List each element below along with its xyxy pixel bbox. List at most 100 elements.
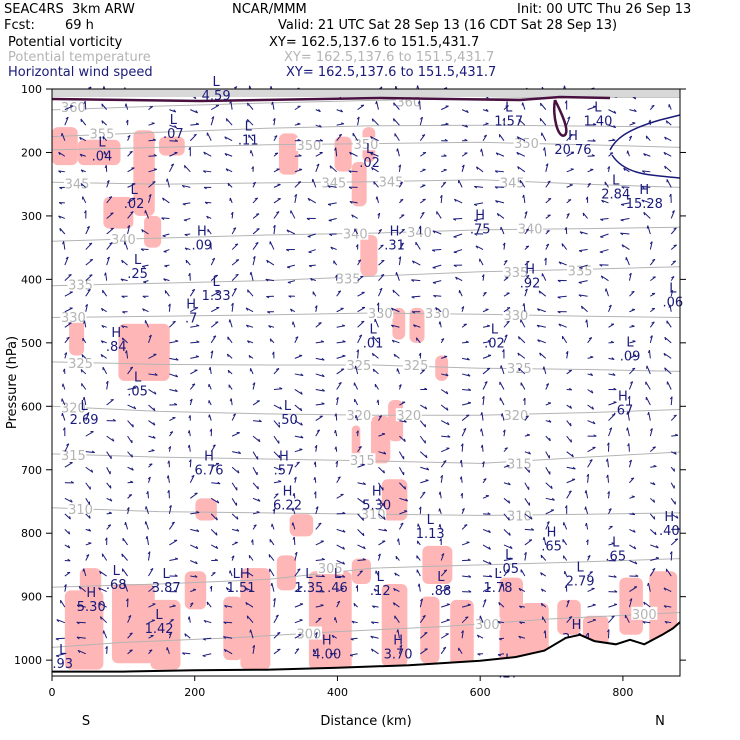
wind-head-1069: [669, 193, 672, 197]
wind-head-461: [321, 357, 325, 361]
theta-label-bg-330-0: [60, 309, 87, 323]
wind-vector-467: [315, 445, 318, 452]
wind-head-41: [79, 153, 83, 157]
pv-region-15: [435, 355, 449, 381]
extremum-value-45: 2.84: [601, 188, 630, 203]
wind-vector-127: [122, 337, 128, 344]
wind-vector-674: [436, 211, 442, 219]
extremum-kind-15: L: [491, 323, 499, 338]
wind-vector-13: [64, 291, 73, 297]
wind-vector-85: [106, 256, 110, 266]
wind-vector-731: [461, 524, 468, 530]
wind-head-690: [443, 460, 447, 463]
theta-label-bg-300-0: [295, 626, 322, 640]
wind-head-470: [313, 491, 317, 495]
wind-vector-541: [357, 446, 362, 452]
wind-head-145: [128, 615, 132, 618]
wind-head-602: [400, 242, 404, 245]
theta-label-345-3: 345: [500, 176, 525, 191]
wind-head-729: [460, 492, 463, 496]
wind-head-467: [314, 444, 318, 448]
wind-vector-376: [273, 184, 281, 188]
wind-head-563: [377, 212, 381, 216]
wind-head-293: [203, 620, 207, 623]
wind-vector-775: [477, 634, 484, 639]
wind-vector-272: [210, 291, 220, 297]
wind-vector-478: [315, 617, 322, 624]
extremum-kind-46: H: [639, 183, 649, 198]
wind-vector-499: [336, 368, 345, 375]
wind-vector-546: [357, 529, 365, 537]
wind-head-1082: [669, 396, 673, 400]
wind-vector-783: [494, 186, 504, 188]
wind-vector-335: [246, 119, 254, 126]
wind-head-575: [376, 399, 379, 403]
wind-vector-241: [189, 383, 196, 390]
wind-vector-471: [315, 506, 319, 515]
wind-vector-770: [482, 560, 492, 565]
wind-head-875: [550, 485, 553, 489]
wind-vector-224: [190, 123, 199, 126]
wind-head-618: [405, 498, 409, 502]
wind-head-391: [278, 424, 281, 428]
theta-label-325-2: 325: [404, 359, 429, 374]
wind-head-22: [62, 427, 66, 431]
wind-head-21: [61, 413, 63, 417]
wind-head-5: [58, 170, 62, 174]
wind-head-522: [349, 151, 352, 155]
extremum-kind-31: L: [113, 564, 121, 579]
wind-vector-715: [455, 276, 463, 282]
wind-vector-907: [566, 420, 572, 427]
wind-head-940: [591, 390, 594, 394]
wind-vector-465: [315, 415, 323, 421]
wind-head-476: [321, 589, 325, 593]
theta-label-305-0: 305: [318, 562, 343, 577]
wind-head-939: [590, 373, 594, 376]
wind-vector-399: [269, 539, 275, 546]
theta-label-340-0: 340: [111, 233, 136, 248]
wind-head-1042: [651, 321, 655, 324]
theta-contour-355: [51, 124, 681, 138]
wind-vector-808: [503, 569, 510, 577]
wind-head-328: [225, 587, 229, 591]
wind-vector-981: [607, 474, 609, 483]
wind-vector-720: [462, 357, 470, 361]
wind-head-226: [188, 147, 191, 151]
wind-vector-687: [440, 420, 450, 426]
wind-head-545: [362, 517, 365, 521]
wind-vector-240: [190, 369, 198, 375]
wind-vector-1036: [647, 225, 651, 235]
wind-vector-868: [543, 366, 547, 375]
wind-vector-864: [537, 308, 546, 313]
wind-head-765: [483, 478, 487, 481]
wind-head-536: [354, 365, 357, 369]
theta-label-330-3: 330: [503, 309, 528, 324]
extremum-kind-21: H: [204, 450, 214, 465]
wind-head-270: [211, 257, 216, 261]
wind-head-761: [480, 412, 483, 416]
wind-vector-511: [336, 560, 345, 565]
wind-head-89: [101, 325, 105, 329]
wind-head-767: [487, 512, 491, 515]
pv-region-16: [351, 425, 361, 458]
wind-head-1023: [635, 574, 639, 577]
wind-head-443: [295, 648, 300, 651]
wind-vector-20: [61, 398, 66, 406]
wind-vector-193: [161, 217, 170, 219]
wind-vector-807: [503, 558, 513, 561]
wind-head-264: [202, 170, 207, 173]
theta-label-335-3: 335: [568, 264, 593, 279]
wind-head-426: [300, 391, 303, 395]
wind-head-367: [246, 615, 249, 619]
extremum-kind-41: H: [572, 618, 582, 633]
wind-head-1005: [631, 290, 635, 293]
wind-head-723: [467, 401, 471, 404]
wind-head-35: [55, 638, 59, 641]
wind-head-598: [399, 181, 403, 185]
wind-head-135: [131, 467, 134, 471]
wind-head-339: [252, 181, 256, 185]
wind-head-394: [279, 467, 282, 471]
pv-region-40: [619, 577, 643, 635]
wind-vector-969: [605, 288, 609, 297]
